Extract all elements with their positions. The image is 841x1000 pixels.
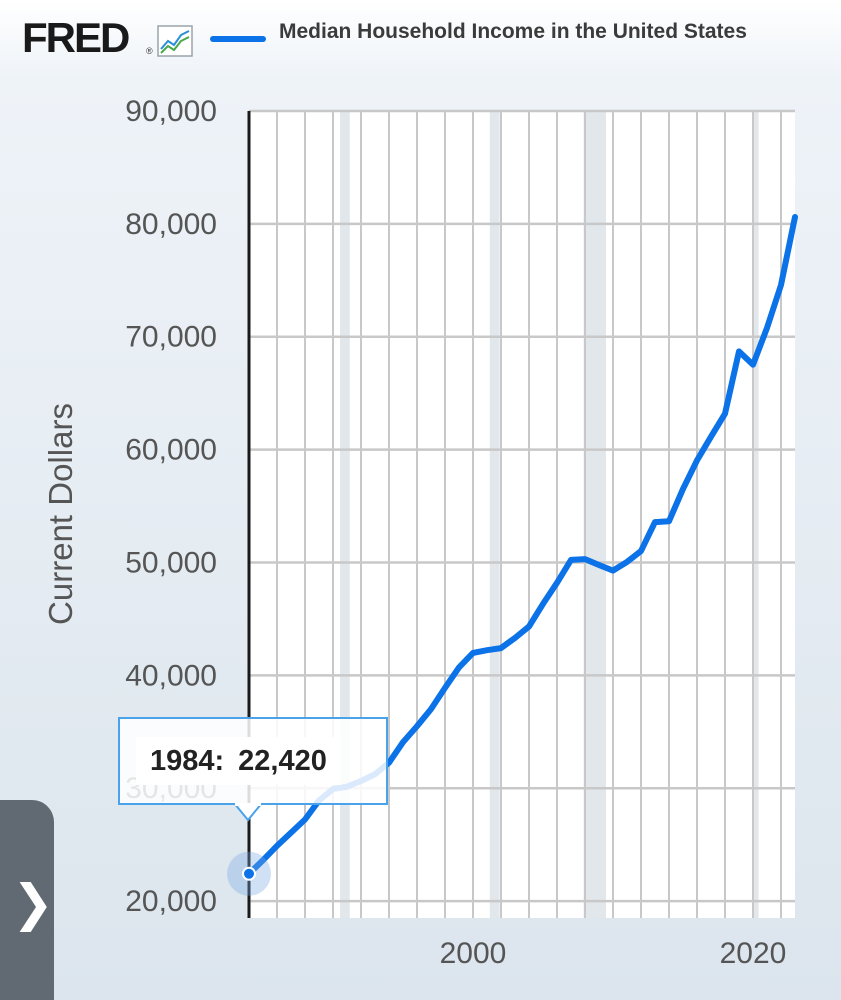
y-tick-label: 90,000	[125, 95, 217, 128]
y-tick-label: 80,000	[125, 208, 217, 241]
highlight-point	[242, 866, 256, 881]
recession-band	[489, 111, 500, 918]
legend-swatch	[210, 36, 266, 42]
expand-sidebar-button[interactable]: ❯	[0, 800, 54, 1000]
y-tick-label: 60,000	[125, 434, 217, 467]
data-tooltip: 1984: 22,420	[118, 717, 388, 805]
y-tick-label: 70,000	[125, 321, 217, 354]
tooltip-value: 22,420	[238, 744, 327, 777]
y-tick-label: 20,000	[125, 885, 217, 918]
tooltip-content: 1984: 22,420	[136, 737, 341, 785]
x-tick-label: 2020	[720, 937, 787, 970]
registered-mark: ®	[146, 46, 153, 56]
recession-band	[340, 111, 350, 918]
recession-band	[583, 111, 606, 918]
y-tick-label: 40,000	[125, 659, 217, 692]
chevron-right-icon: ❯	[12, 874, 54, 932]
line-chart-icon	[157, 25, 193, 57]
tooltip-year: 1984:	[150, 744, 225, 777]
legend-label[interactable]: Median Household Income in the United St…	[279, 20, 747, 43]
fred-logo[interactable]: FRED	[22, 14, 130, 61]
tooltip-pointer	[232, 803, 264, 822]
x-tick-label: 2000	[440, 937, 507, 970]
recession-band	[753, 111, 759, 918]
y-tick-label: 50,000	[125, 546, 217, 579]
